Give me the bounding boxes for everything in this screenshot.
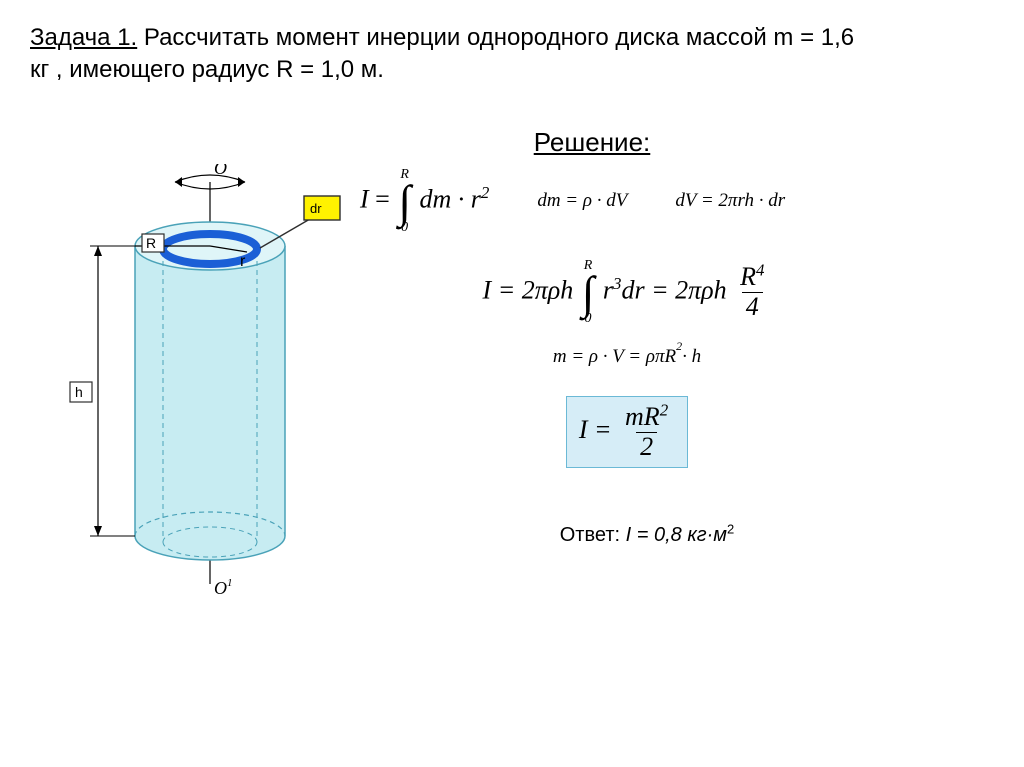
diagram: O O1	[30, 164, 360, 604]
solution-title: Решение:	[190, 127, 994, 158]
equation-row-3: m = ρ · V = ρπR2 · h	[360, 346, 994, 368]
axis-bottom-label: O1	[214, 577, 233, 598]
equation-row-2: I = 2πρh R ∫ 0 r3dr = 2πρh R4 4	[360, 259, 994, 326]
problem-statement: Задача 1. Рассчитать момент инерции одно…	[30, 22, 994, 87]
eq-dm: dm = ρ · dV	[537, 190, 627, 212]
answer: Ответ: I = 0,8 кг·м2	[360, 524, 994, 547]
problem-text-line2: кг , имеющего радиус R = 1,0 м.	[30, 56, 384, 83]
r-label: r	[240, 253, 246, 270]
dr-label: dr	[310, 201, 322, 216]
problem-text-line1: Рассчитать момент инерции однородного ди…	[137, 24, 854, 51]
R-label: R	[146, 235, 156, 251]
eq-moment-integral: I = R ∫ 0 dm · r2	[360, 168, 489, 235]
equation-row-1: I = R ∫ 0 dm · r2 dm = ρ · dV dV = 2πrh …	[360, 168, 994, 235]
eq-dv: dV = 2πrh · dr	[675, 190, 785, 212]
h-label: h	[75, 384, 83, 400]
axis-top-label: O	[214, 164, 227, 178]
problem-label: Задача 1.	[30, 24, 137, 51]
equation-boxed: I = mR2 2	[360, 396, 994, 468]
